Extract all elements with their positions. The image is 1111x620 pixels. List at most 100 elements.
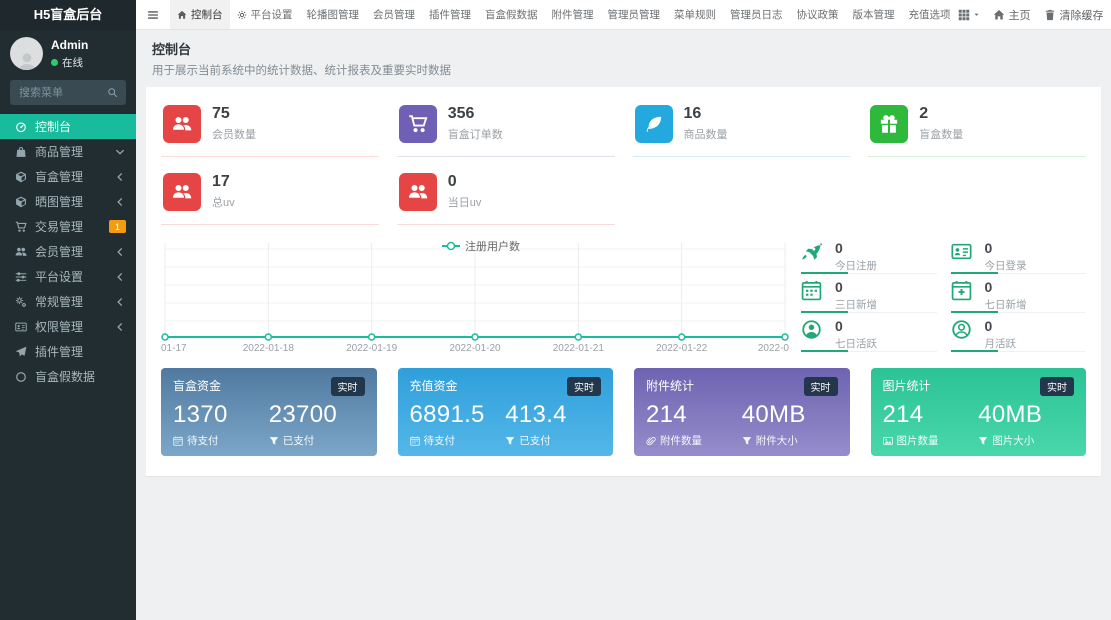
search-input[interactable] bbox=[10, 80, 126, 105]
summary-cards: 盲盒资金 实时 1370 待支付 23700 已支付 充值资金 实时 6891.5 待支付 413.… bbox=[161, 368, 1086, 456]
quick-stat-value: 0 bbox=[984, 279, 993, 295]
tab-6[interactable]: 附件管理 bbox=[545, 0, 601, 29]
sidebar-item-7[interactable]: 常规管理 bbox=[0, 289, 136, 314]
tab-2[interactable]: 轮播图管理 bbox=[300, 0, 367, 29]
main-area: 控制台 平台设置 轮播图管理 会员管理 插件管理 盲盒假数据 附件管理 管理员管理 菜单规则 管理… bbox=[136, 0, 1111, 620]
sidebar-item-5[interactable]: 会员管理 bbox=[0, 239, 136, 264]
quick-stat-label: 今日注册 bbox=[835, 260, 877, 273]
quick-stat-label: 月活跃 bbox=[984, 338, 1017, 351]
stat-value: 17 bbox=[212, 173, 230, 190]
tab-label: 控制台 bbox=[191, 9, 223, 21]
image-icon bbox=[882, 436, 893, 446]
stat-card-4: 17 总uv bbox=[161, 165, 379, 225]
sidebar-item-10[interactable]: 盲盒假数据 bbox=[0, 364, 136, 389]
sidebar-item-0[interactable]: 控制台 bbox=[0, 114, 136, 139]
sidebar-item-1[interactable]: 商品管理 bbox=[0, 139, 136, 164]
tab-3[interactable]: 会员管理 bbox=[366, 0, 422, 29]
home-icon bbox=[993, 9, 1005, 21]
middle-row: 注册用户数 01-17 2022-01-18 2022-01-19 2022-01-20… bbox=[161, 235, 1086, 360]
card-metric-value: 40MB bbox=[741, 401, 806, 428]
quick-stat-value: 0 bbox=[984, 240, 993, 256]
tab-9[interactable]: 管理员日志 bbox=[723, 0, 790, 29]
sidebar-item-6[interactable]: 平台设置 bbox=[0, 264, 136, 289]
realtime-badge: 实时 bbox=[1040, 377, 1074, 396]
sidebar-toggle-button[interactable] bbox=[136, 0, 170, 29]
realtime-badge: 实时 bbox=[567, 377, 601, 396]
tab-0[interactable]: 控制台 bbox=[170, 0, 230, 29]
clear-cache-button[interactable]: 清除缓存 bbox=[1044, 7, 1104, 23]
grid-icon bbox=[958, 9, 970, 21]
caret-down-icon bbox=[973, 11, 980, 18]
tab-10[interactable]: 协议政策 bbox=[790, 0, 846, 29]
tab-12[interactable]: 充值选项 bbox=[902, 0, 958, 29]
quick-stat-0: 0 今日注册 bbox=[801, 235, 937, 274]
tab-1[interactable]: 平台设置 bbox=[230, 0, 300, 29]
stat-value: 16 bbox=[683, 105, 702, 122]
card-metric: 214 附件数量 bbox=[646, 401, 742, 448]
calendar-plus-icon bbox=[951, 280, 972, 301]
card-metric-value: 40MB bbox=[978, 401, 1043, 428]
card-title: 附件统计 bbox=[646, 379, 695, 393]
user-name: Admin bbox=[51, 37, 89, 52]
quick-stat-label: 三日新增 bbox=[835, 299, 877, 312]
stat-value: 75 bbox=[212, 105, 230, 122]
rocket-icon bbox=[801, 241, 822, 262]
funnel-icon bbox=[505, 436, 515, 446]
card-metric-label: 待支付 bbox=[187, 435, 219, 447]
sidebar-item-label: 商品管理 bbox=[35, 145, 84, 159]
menu-badge: 1 bbox=[108, 220, 126, 233]
sidebar-item-2[interactable]: 盲盒管理 bbox=[0, 164, 136, 189]
chevron-left-icon bbox=[114, 296, 126, 308]
idcard-icon bbox=[950, 241, 972, 262]
tab-5[interactable]: 盲盒假数据 bbox=[478, 0, 545, 29]
stat-card-icon bbox=[398, 173, 437, 211]
home-icon bbox=[177, 10, 187, 20]
svg-text:2022-01-18: 2022-01-18 bbox=[243, 343, 295, 354]
summary-card-2: 附件统计 实时 214 附件数量 40MB 附件大小 bbox=[634, 368, 850, 456]
stat-card-5: 0 当日uv bbox=[396, 165, 615, 225]
user-status-label: 在线 bbox=[62, 56, 83, 69]
card-title: 充值资金 bbox=[409, 379, 458, 393]
homepage-link[interactable]: 主页 bbox=[993, 7, 1031, 23]
chevron-down-icon bbox=[114, 146, 126, 158]
sidebar-item-label: 盲盒假数据 bbox=[35, 370, 96, 384]
card-metric: 214 图片数量 bbox=[883, 401, 979, 448]
funnel-icon bbox=[269, 436, 279, 446]
sidebar-item-3[interactable]: 晒图管理 bbox=[0, 189, 136, 214]
tab-label: 附件管理 bbox=[551, 9, 594, 21]
stat-label: 盲盒订单数 bbox=[447, 129, 503, 142]
quick-stat-3: 0 七日新增 bbox=[950, 274, 1086, 313]
tab-4[interactable]: 插件管理 bbox=[422, 0, 478, 29]
card-metric: 23700 已支付 bbox=[269, 401, 365, 448]
sidebar-item-9[interactable]: 插件管理 bbox=[0, 339, 136, 364]
card-metric: 40MB 图片大小 bbox=[978, 401, 1074, 448]
tab-11[interactable]: 版本管理 bbox=[846, 0, 902, 29]
card-metric-label: 待支付 bbox=[423, 435, 456, 447]
page-title: 控制台 bbox=[152, 42, 192, 57]
stat-label: 会员数量 bbox=[212, 129, 256, 142]
cart-icon bbox=[408, 114, 428, 134]
apps-grid-button[interactable] bbox=[958, 9, 980, 21]
quick-stat-label: 七日新增 bbox=[984, 299, 1027, 312]
quick-stat-4: 0 七日活跃 bbox=[801, 313, 937, 352]
stat-card-icon bbox=[634, 105, 673, 143]
cube-icon bbox=[13, 171, 28, 183]
quick-stat-5: 0 月活跃 bbox=[950, 313, 1086, 352]
tab-8[interactable]: 菜单规则 bbox=[667, 0, 723, 29]
sidebar-item-8[interactable]: 权限管理 bbox=[0, 314, 136, 339]
sidebar-item-4[interactable]: 交易管理 1 bbox=[0, 214, 136, 239]
card-title: 图片统计 bbox=[882, 379, 931, 393]
card-metric-label: 附件大小 bbox=[755, 435, 798, 447]
cart-icon bbox=[13, 221, 28, 233]
quick-stat-label: 今日登录 bbox=[984, 260, 1027, 273]
tab-7[interactable]: 管理员管理 bbox=[601, 0, 668, 29]
gift-icon bbox=[879, 114, 899, 134]
cogs-icon bbox=[13, 296, 28, 308]
clear-cache-label: 清除缓存 bbox=[1059, 9, 1104, 22]
tab-label: 管理员日志 bbox=[730, 9, 783, 21]
user-panel: Admin 在线 bbox=[0, 30, 136, 76]
card-metric-value: 413.4 bbox=[505, 401, 567, 428]
svg-text:01-17: 01-17 bbox=[161, 343, 187, 354]
online-dot bbox=[51, 58, 58, 66]
